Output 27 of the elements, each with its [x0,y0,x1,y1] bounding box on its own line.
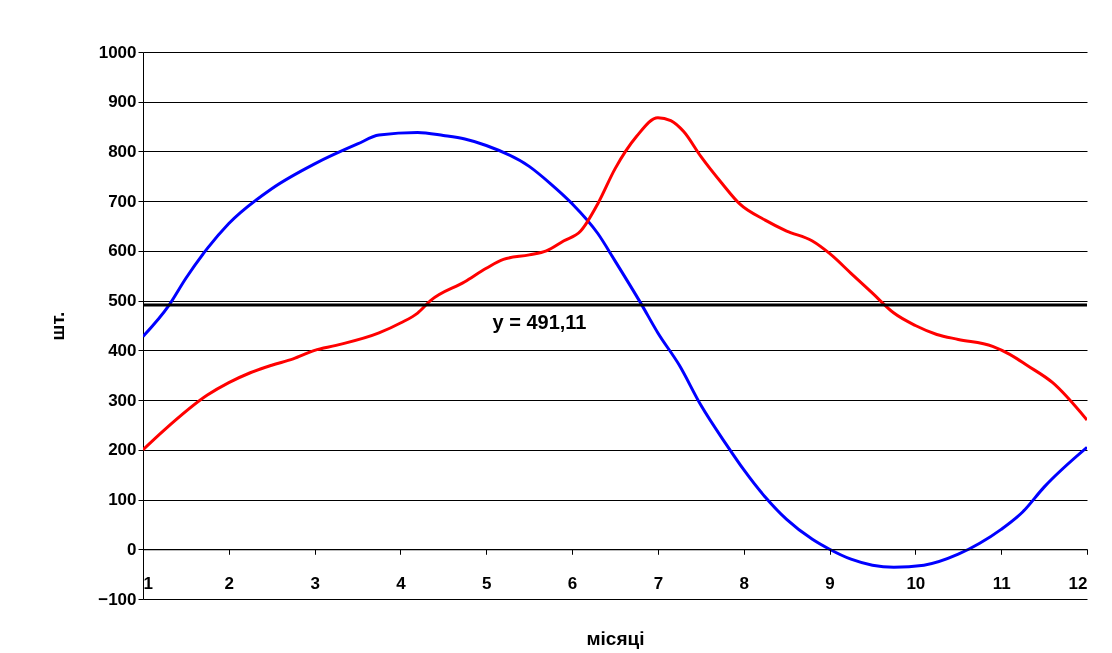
y-tick-label: 700 [108,191,137,211]
x-tick-label: 10 [906,573,926,593]
x-tick-label: 9 [825,573,835,593]
y-tick-label: 0 [127,539,137,559]
x-tick-label: 3 [310,573,320,593]
y-tick-label: 600 [108,241,137,261]
x-tick-label: 5 [482,573,492,593]
x-axis-title: місяці [586,627,645,649]
y-tick-label: 1000 [98,42,137,62]
y-tick-label: 400 [108,340,137,360]
x-tick-label: 6 [567,573,578,593]
x-tick-label: 4 [396,573,407,593]
y-axis-title: шт. [47,311,69,341]
x-tick-label: 7 [653,573,664,593]
y-tick-label: 100 [108,490,137,510]
y-tick-label: 800 [108,141,137,161]
y-tick-label: 200 [108,440,137,460]
x-tick-label: 8 [739,573,749,593]
ref-line-label: y = 491,11 [492,311,587,334]
y-tick-label: −100 [98,589,137,609]
x-tick-label: 1 [143,573,153,593]
y-tick-label: 900 [108,92,137,112]
y-tick-label: 500 [108,291,137,311]
x-tick-label: 12 [1068,573,1088,593]
y-tick-label: 300 [108,390,137,410]
x-tick-label: 2 [224,573,235,593]
x-tick-label: 11 [992,573,1011,593]
